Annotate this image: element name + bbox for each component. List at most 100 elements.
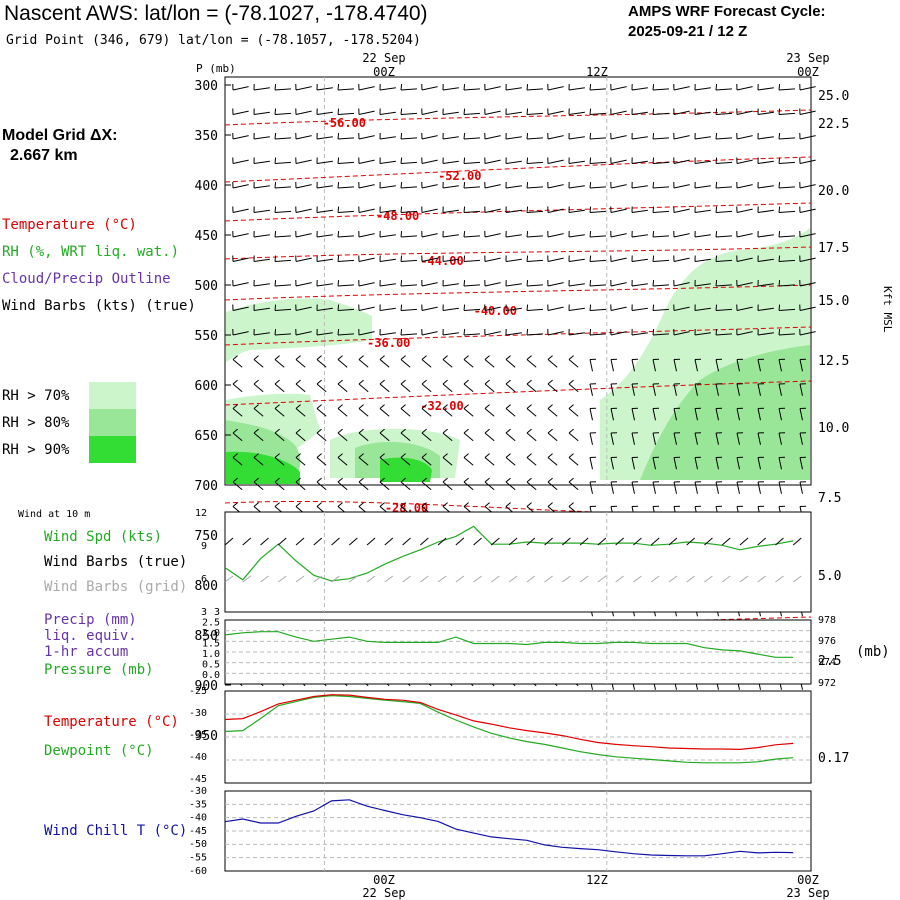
- wind-barb-shaft: [442, 408, 453, 417]
- wind-barb-shaft: [274, 359, 285, 368]
- wind-barb-shaft: [757, 234, 774, 238]
- wind-barb-shaft: [358, 257, 375, 262]
- wind-barb: [799, 181, 816, 189]
- wind-barb: [379, 132, 396, 140]
- wind-barb: [673, 456, 681, 470]
- wind-barb-shaft: [715, 235, 732, 238]
- wind-barb-shaft: [274, 432, 285, 442]
- wind-barb: [442, 379, 453, 393]
- temp-y-tick: -40: [189, 752, 207, 763]
- wind-barb-shaft: [463, 432, 474, 442]
- wind-barb-shaft: [673, 110, 690, 115]
- wind-barb: [295, 132, 312, 140]
- model-grid-value: 2.667 km: [10, 147, 78, 164]
- wind-barb-shaft: [694, 307, 711, 311]
- wind-barb: [526, 304, 543, 311]
- wind-barb: [253, 279, 270, 287]
- wind-barb-flag: [652, 83, 655, 91]
- wind-barb: [337, 83, 354, 91]
- wind-barb-flag: [421, 477, 427, 483]
- wind-barb-shaft: [484, 233, 501, 238]
- wind-barb-shaft: [694, 383, 698, 396]
- wind-barb: [400, 255, 417, 262]
- wind-barb-shaft: [610, 408, 614, 421]
- wind-barb-flag: [400, 404, 406, 409]
- wind-barb: [484, 132, 501, 140]
- wind-barb-shaft: [463, 481, 474, 491]
- windchill-series-label: Wind Chill T (°C): [44, 823, 188, 839]
- wind-barb-shaft: [526, 333, 543, 336]
- isotherm-line: [224, 326, 812, 346]
- wind-y-tick: 12: [195, 508, 207, 519]
- wind-barb-shaft: [442, 359, 453, 368]
- wind-barb-shaft: [484, 257, 501, 262]
- wind-barb: [589, 132, 606, 140]
- wind-barb-shaft: [484, 135, 501, 140]
- wind-barb: [673, 132, 690, 140]
- wind-barb-shaft: [799, 359, 803, 372]
- wind-barb-flag: [232, 428, 238, 434]
- wind-barb-10m-grid: [366, 575, 376, 583]
- wind-barb-shaft: [379, 383, 390, 393]
- p-tick-label: 700: [195, 479, 218, 494]
- wind-barb-shaft: [232, 282, 249, 287]
- wind-barb: [568, 477, 579, 491]
- wind-barb: [652, 481, 660, 494]
- wind-barb: [589, 230, 606, 238]
- wind-barb-flag: [232, 379, 238, 385]
- wind-barb: [232, 304, 249, 311]
- wind-barb: [547, 404, 558, 417]
- wind-barb-shaft: [421, 306, 438, 311]
- wind-barb-shaft: [526, 359, 537, 368]
- wind-barb-flag: [484, 404, 490, 409]
- wind-barb-shaft: [736, 481, 740, 494]
- wind-barb: [589, 328, 606, 336]
- wind-barb: [232, 230, 249, 238]
- wind-barb-flag: [526, 157, 529, 164]
- wind-barb-shaft: [253, 87, 270, 91]
- wind-barb-shaft: [379, 283, 396, 287]
- wind-barb-shaft: [253, 359, 264, 368]
- wind-barb-shaft: [589, 186, 606, 189]
- wind-barb-shaft: [757, 185, 774, 189]
- wind-barb: [610, 456, 618, 470]
- wind-barb: [736, 279, 753, 287]
- wind-barb-10m-true: [473, 537, 482, 546]
- wind-barb: [316, 428, 327, 442]
- wind-barb-flag: [463, 132, 466, 140]
- wind-barb-shaft: [631, 359, 635, 372]
- wind-barb: [757, 481, 765, 494]
- wind-barb: [316, 453, 327, 466]
- wind-barb-flag: [358, 453, 364, 458]
- wind-barb-shaft: [274, 259, 291, 262]
- wind-barb: [778, 383, 786, 396]
- wind-barb-shaft: [232, 383, 243, 393]
- isotherm-line: [224, 109, 812, 126]
- wind-barb-shaft: [526, 186, 543, 189]
- legend-rh: RH (%, WRT liq. wat.): [2, 244, 180, 260]
- wind-barb: [778, 481, 786, 494]
- wind-barb: [358, 328, 375, 336]
- wind-barb-shaft: [505, 307, 522, 311]
- wind-barb-shaft: [736, 233, 753, 238]
- wind-barb: [463, 181, 480, 189]
- model-grid-label: Model Grid ΔX:: [2, 127, 118, 144]
- wind-barb-flag: [232, 502, 238, 507]
- wind-barb-flag: [421, 355, 427, 360]
- wind-barb: [799, 157, 816, 164]
- wind-barb-shaft: [631, 283, 648, 287]
- wind-barb-flag: [505, 502, 511, 507]
- wind-barb: [274, 404, 285, 417]
- wind-barb: [274, 328, 291, 336]
- wind-barb: [421, 279, 438, 287]
- wind-barb: [400, 404, 411, 417]
- wind-barb-flag: [505, 477, 511, 483]
- wind-barb-shaft: [610, 208, 627, 213]
- wind-barb-shaft: [505, 136, 522, 140]
- wind-barb: [673, 181, 690, 189]
- wind-barb: [547, 255, 564, 262]
- wind-barb: [715, 279, 732, 287]
- wind-barb-10m-grid: [686, 575, 695, 583]
- wind-barb-shaft: [337, 481, 348, 491]
- wind-barb-shaft: [232, 208, 249, 213]
